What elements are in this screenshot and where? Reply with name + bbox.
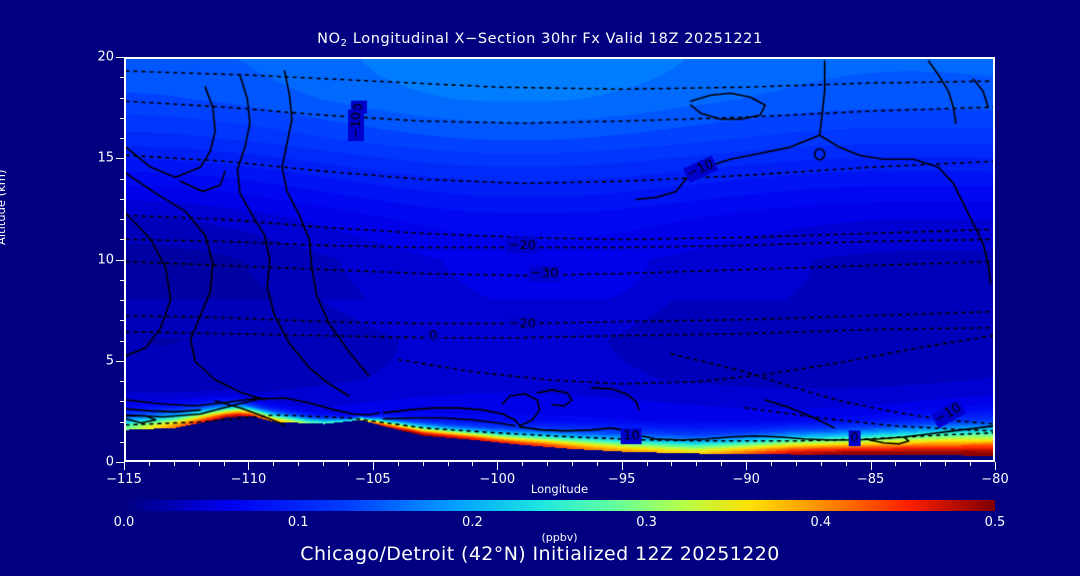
y-tick [116,462,124,463]
x-tick [696,462,698,466]
x-tick-label: −100 [479,472,516,487]
x-tick [995,462,996,470]
colorbar-tick-label: 0.0 [113,515,135,530]
title-species-subscript: 2 [340,38,348,49]
colorbar-units-label: (ppbv) [541,531,578,544]
x-tick [173,462,175,466]
cross-section-plot [124,57,995,462]
colorbar-gradient [124,500,995,511]
x-tick [870,462,872,470]
y-tick [120,421,124,423]
page-caption: Chicago/Detroit (42°N) Initialized 12Z 2… [300,543,780,565]
title-rest: Longitudinal X−Section 30hr Fx Valid 18Z… [347,31,763,47]
y-tick-label: 0 [105,454,114,470]
y-tick-label: 20 [97,49,114,65]
x-axis-label: Longitude [530,482,589,496]
x-tick [422,462,424,466]
x-tick [148,462,150,466]
y-tick-label: 10 [97,252,114,267]
y-tick [120,320,124,322]
y-tick [120,198,124,200]
x-tick [522,462,524,466]
y-tick-label: 5 [105,353,114,369]
colorbar-tick-label: 0.4 [810,515,832,530]
x-tick [298,462,300,466]
y-tick-label: 15 [97,150,114,166]
x-tick [124,462,125,470]
x-tick-label: −110 [230,472,267,487]
x-tick-label: −80 [981,472,1009,487]
title-species: NO [317,31,341,47]
x-tick-label: −90 [732,472,760,487]
cross-section-canvas [126,59,993,460]
x-tick [571,462,573,466]
x-tick [323,462,325,466]
x-tick [820,462,822,466]
y-tick [120,279,124,281]
y-tick [116,158,124,160]
y-tick [120,77,124,79]
y-axis-label: Altitude (km) [0,169,8,245]
x-tick [795,462,797,466]
x-tick [397,462,399,466]
y-tick [120,117,124,119]
colorbar-tick-label: 0.3 [636,515,657,530]
x-tick [547,462,549,466]
x-tick [621,462,623,470]
x-tick [273,462,275,466]
colorbar-tick-label: 0.2 [462,515,483,530]
x-tick [671,462,673,466]
x-tick [447,462,449,466]
y-tick [120,138,124,139]
y-tick [120,381,124,382]
x-tick [746,462,748,470]
y-tick [116,57,124,58]
x-tick-label: −115 [106,472,142,487]
x-tick [372,462,374,470]
y-tick [120,219,124,220]
y-tick [120,401,124,403]
x-tick [497,462,499,470]
x-tick [347,462,349,466]
y-tick [116,259,124,261]
x-tick [198,462,200,466]
y-tick [120,340,124,342]
x-tick [646,462,648,466]
x-tick [721,462,723,466]
page-title: NO2 Longitudinal X−Section 30hr Fx Valid… [0,31,1080,49]
colorbar [124,500,995,511]
y-tick [116,360,124,362]
y-tick [120,300,124,301]
colorbar-tick-label: 0.1 [287,515,309,530]
x-tick [970,462,972,466]
x-tick-label: −95 [607,472,636,487]
x-tick [223,462,225,466]
y-tick [120,441,124,443]
x-tick [945,462,947,466]
x-tick [771,462,773,466]
x-tick-label: −105 [354,472,391,487]
x-tick [845,462,847,466]
x-tick-label: −85 [856,472,885,487]
y-tick [120,178,124,180]
y-tick [120,239,124,241]
y-tick [120,97,124,99]
x-tick [248,462,250,470]
x-tick [472,462,474,466]
x-tick [895,462,897,466]
x-tick [596,462,598,466]
x-tick [920,462,922,466]
colorbar-tick-label: 0.5 [984,515,1006,530]
